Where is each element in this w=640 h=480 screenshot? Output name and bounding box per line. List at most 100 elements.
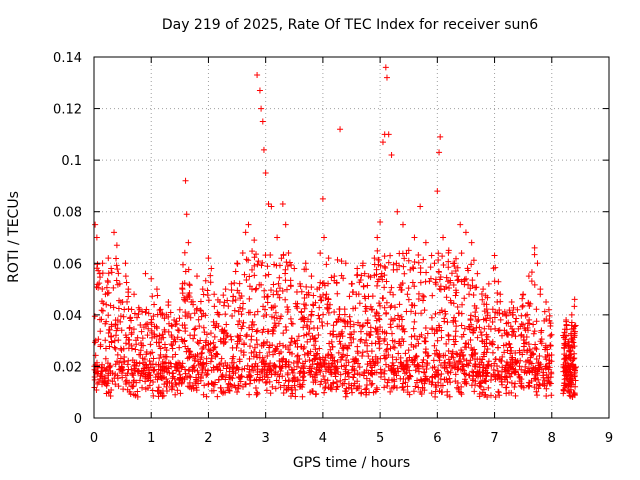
data-point (423, 365, 430, 372)
data-point (381, 376, 388, 383)
data-point (474, 270, 481, 277)
data-point (421, 369, 428, 376)
data-point (321, 376, 328, 383)
data-point (547, 332, 554, 339)
data-point (317, 293, 324, 300)
data-point (128, 383, 135, 390)
data-point (308, 284, 315, 291)
data-point (127, 391, 134, 398)
data-point (212, 324, 219, 331)
data-point (307, 389, 314, 396)
y-tick-label: 0.12 (53, 103, 82, 118)
data-point (124, 361, 131, 368)
data-point (168, 386, 175, 393)
data-point (547, 342, 554, 349)
data-point (108, 269, 115, 276)
data-point (175, 327, 182, 334)
data-point (383, 74, 390, 81)
data-point (352, 305, 359, 312)
data-point (169, 354, 176, 361)
data-point (108, 338, 115, 345)
data-point (355, 385, 362, 392)
data-point (294, 353, 301, 360)
data-point (161, 381, 168, 388)
data-point (466, 372, 473, 379)
data-point (267, 360, 274, 367)
data-point (182, 309, 189, 316)
data-point (368, 370, 375, 377)
data-point (254, 72, 261, 79)
data-point (337, 371, 344, 378)
data-point (508, 389, 515, 396)
data-point (465, 267, 472, 274)
data-point (499, 364, 506, 371)
data-point (516, 349, 523, 356)
data-point (501, 376, 508, 383)
data-point (97, 343, 104, 350)
data-point (383, 299, 390, 306)
data-point (248, 349, 255, 356)
data-point (272, 385, 279, 392)
data-point (103, 382, 110, 389)
data-point (458, 250, 465, 257)
data-point (470, 257, 477, 264)
data-point (165, 328, 172, 335)
data-point (365, 293, 372, 300)
data-point (309, 332, 316, 339)
data-point (525, 273, 532, 280)
data-point (113, 255, 120, 262)
data-point (246, 355, 253, 362)
data-point (142, 361, 149, 368)
data-point (367, 328, 374, 335)
data-point (390, 362, 397, 369)
data-point (445, 247, 452, 254)
data-point (120, 313, 127, 320)
data-point (335, 349, 342, 356)
data-point (569, 393, 576, 400)
data-point (220, 363, 227, 370)
data-point (211, 303, 218, 310)
data-point (536, 382, 543, 389)
data-point (225, 303, 232, 310)
data-point (548, 351, 555, 358)
data-point (401, 370, 408, 377)
data-point (362, 303, 369, 310)
data-point (492, 309, 499, 316)
data-point (117, 318, 124, 325)
data-point (387, 321, 394, 328)
data-point (270, 328, 277, 335)
data-point (277, 384, 284, 391)
data-point (341, 306, 348, 313)
data-point (434, 337, 441, 344)
data-point (174, 364, 181, 371)
data-point (482, 292, 489, 299)
data-point (198, 313, 205, 320)
data-point (447, 379, 454, 386)
data-point (199, 286, 206, 293)
data-point (231, 279, 238, 286)
data-point (524, 311, 531, 318)
data-point (138, 328, 145, 335)
data-point (241, 340, 248, 347)
data-point (115, 270, 122, 277)
data-point (369, 356, 376, 363)
data-point (129, 371, 136, 378)
data-point (216, 311, 223, 318)
data-point (246, 368, 253, 375)
data-point (350, 374, 357, 381)
data-point (467, 357, 474, 364)
data-point (361, 370, 368, 377)
data-point (311, 371, 318, 378)
data-point (571, 328, 578, 335)
y-tick-label: 0.04 (53, 309, 82, 324)
data-point (331, 273, 338, 280)
data-point (136, 306, 143, 313)
data-point (242, 380, 249, 387)
data-point (506, 309, 513, 316)
data-point (327, 366, 334, 373)
data-point (108, 386, 115, 393)
data-point (567, 354, 574, 361)
data-point (445, 336, 452, 343)
data-point (150, 367, 157, 374)
data-point (107, 302, 114, 309)
